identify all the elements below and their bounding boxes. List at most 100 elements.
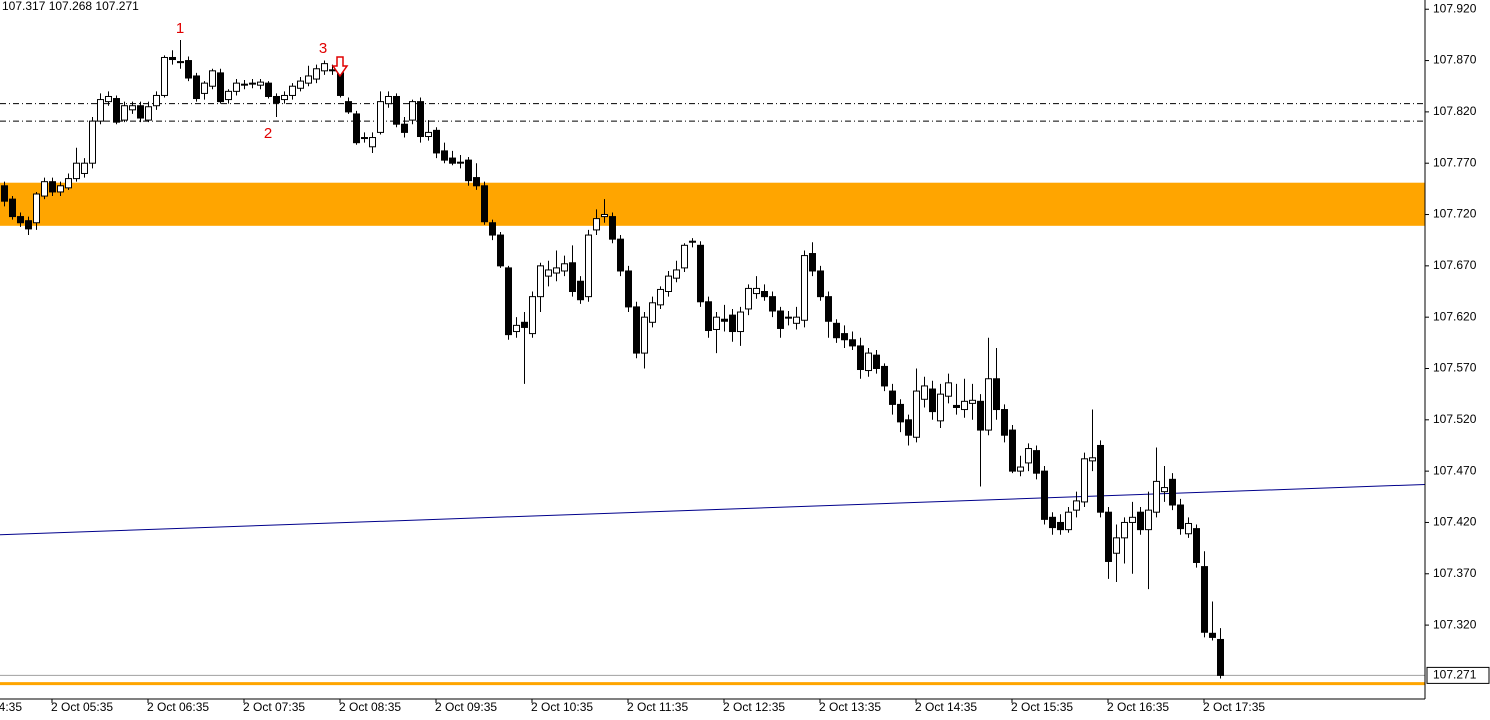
candle-body (401, 123, 408, 133)
candle-body (865, 352, 872, 372)
y-tick-label: 107.920 (1433, 1, 1477, 15)
candle-body (1113, 537, 1120, 554)
candle-body (1177, 504, 1184, 530)
sell-arrow (331, 56, 349, 78)
x-tick-label: 2 Oct 06:35 (147, 700, 209, 714)
last-price-box (1426, 666, 1490, 684)
candle-body (185, 60, 192, 79)
candle-body (809, 253, 816, 272)
candle-body (377, 101, 384, 133)
x-tick-label: 2 Oct 11:35 (627, 700, 688, 714)
candle-body (1161, 487, 1168, 493)
candle-body (937, 393, 944, 422)
candle-body (1129, 516, 1136, 523)
x-tick-label: 2 Oct 12:35 (723, 700, 785, 714)
candle-body (649, 302, 656, 323)
candle-body (257, 81, 264, 86)
x-tick-label: 2 Oct 17:35 (1203, 700, 1265, 714)
candle-body (1105, 511, 1112, 562)
trendline (0, 483, 1426, 536)
candle-body (1217, 638, 1224, 676)
candle-body (1201, 566, 1208, 633)
y-tick-label: 107.770 (1433, 155, 1477, 169)
candle-body (785, 316, 792, 319)
candle-body (1017, 466, 1024, 472)
candle-body (745, 287, 752, 310)
candle-body (889, 390, 896, 405)
candle-body (265, 82, 272, 97)
candle-body (161, 56, 168, 96)
candle-body (457, 161, 464, 164)
candle-body (905, 419, 912, 436)
candle-body (961, 400, 968, 411)
candle-body (169, 56, 176, 61)
candle-body (657, 288, 664, 306)
candle-body (81, 162, 88, 174)
y-tick-label: 107.470 (1433, 463, 1477, 477)
candle-body (201, 82, 208, 94)
candle-body (1049, 516, 1056, 529)
candle-body (9, 198, 16, 218)
candle-body (305, 75, 312, 84)
candle-body (1073, 500, 1080, 511)
candle-body (89, 120, 96, 164)
candle-body (1057, 521, 1064, 531)
candle-body (313, 68, 320, 80)
candle-body (409, 101, 416, 121)
annotation: 1 (176, 20, 184, 37)
candle-body (977, 400, 984, 431)
candle-body (209, 70, 216, 87)
candle-body (609, 216, 616, 240)
annotation: 2 (264, 125, 272, 142)
header-values: 107.317 107.268 107.271 (2, 0, 139, 13)
candle-body (1169, 478, 1176, 506)
candle-body (137, 105, 144, 119)
candle-body (873, 354, 880, 369)
candle-body (233, 82, 240, 92)
candle-body (345, 101, 352, 113)
y-tick-label: 107.520 (1433, 412, 1477, 426)
candle-body (577, 280, 584, 301)
candle-body (857, 345, 864, 371)
candle-body (817, 270, 824, 298)
candle-body (281, 94, 288, 101)
candle-body (681, 244, 688, 269)
candle-body (617, 238, 624, 272)
candle-body (217, 72, 224, 103)
candle-body (1033, 450, 1040, 474)
candle-body (241, 83, 248, 86)
y-tick-label: 107.620 (1433, 309, 1477, 323)
candle-body (673, 269, 680, 279)
y-tick-label: 107.570 (1433, 361, 1477, 375)
candle-body (513, 324, 520, 333)
candle-body (41, 181, 48, 197)
candle-body (497, 234, 504, 267)
y-tick-label: 107.820 (1433, 104, 1477, 118)
candle-body (1209, 632, 1216, 638)
candle-body (761, 291, 768, 298)
candle-body (433, 129, 440, 154)
candle-body (921, 385, 928, 400)
candle-body (129, 105, 136, 111)
candle-body (881, 365, 888, 387)
candle-body (993, 378, 1000, 411)
y-tick-label: 107.420 (1433, 515, 1477, 529)
candle-body (481, 185, 488, 223)
candle-body (57, 185, 64, 193)
candle-body (897, 403, 904, 423)
candle-body (953, 404, 960, 408)
candle-body (1121, 521, 1128, 539)
candle-body (297, 80, 304, 89)
candle-body (177, 61, 184, 64)
candle-body (425, 131, 432, 138)
candle-body (97, 99, 104, 122)
annotation: 3 (319, 40, 327, 57)
x-tick-label-clipped: 4:35 (0, 700, 22, 714)
candle-body (417, 101, 424, 138)
candle-body (945, 382, 952, 397)
candle-body (641, 316, 648, 354)
candle-body (273, 95, 280, 104)
candle-body (1193, 528, 1200, 563)
candle-body (249, 82, 256, 85)
